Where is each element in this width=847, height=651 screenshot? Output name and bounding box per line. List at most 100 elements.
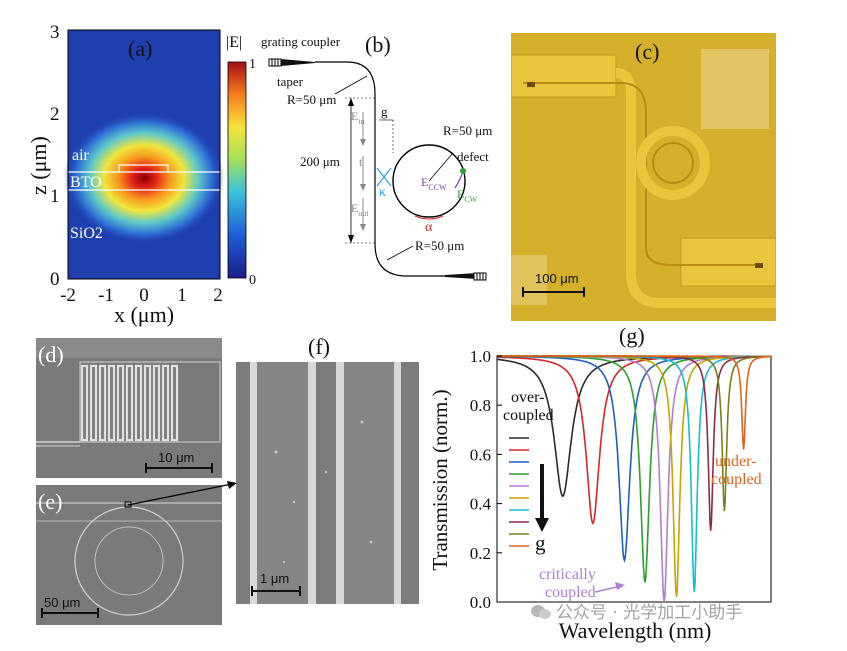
electrode-top: [511, 54, 617, 98]
kappa-label: κ: [379, 185, 386, 200]
e-cw-label: ECW: [457, 187, 478, 204]
zoom-connector: [127, 481, 237, 506]
panel-label-f: (f): [308, 334, 330, 359]
grating-marker-bottom: [755, 263, 763, 268]
ring-electrode: [636, 126, 710, 200]
radius-top-label: R=50 μm: [287, 92, 336, 107]
grating-marker-top: [527, 82, 535, 87]
svg-text:-1: -1: [98, 285, 114, 306]
svg-text:2: 2: [50, 104, 60, 125]
colorbar: [227, 61, 247, 279]
t-label: t: [359, 155, 363, 169]
y-tick-labels: 0.0 0.2 0.4 0.6 0.8 1.0: [470, 347, 492, 612]
panel-d: 10 μm (d): [36, 338, 222, 478]
panel-label-e: (e): [38, 489, 62, 514]
watermark: 公众号 · 光学加工小助手: [530, 598, 742, 623]
layer-air: air: [72, 147, 90, 164]
panel-b: grating coupler taper (b) R=50 μm 200 μm…: [255, 28, 505, 298]
device-schematic: grating coupler taper (b) R=50 μm 200 μm…: [261, 32, 492, 281]
svg-text:1: 1: [177, 285, 187, 306]
svg-text:2: 2: [213, 285, 223, 306]
y-tick: 0.2: [470, 544, 491, 563]
sem-waveguide: 1 μm: [236, 362, 419, 604]
grating-teeth: [80, 364, 179, 442]
panel-f: 1 μm: [236, 362, 419, 604]
y-tick: 0.8: [470, 396, 491, 415]
panel-label-c: (c): [635, 39, 659, 64]
sem-ring: 50 μm (e): [36, 485, 222, 625]
ring-radius-label: R=50 μm: [443, 123, 492, 138]
waveguide-edges: [250, 362, 401, 604]
chart-title: (g): [619, 323, 645, 348]
under-coupled-label-1: under-: [715, 453, 756, 470]
taper-top: [281, 59, 315, 66]
wechat-icon: [530, 604, 552, 620]
svg-text:-2: -2: [60, 285, 76, 306]
panel-g: (g) 0.0 0.2 0.4 0.6 0.8 1.0 Transmission…: [425, 320, 847, 646]
ring-resonator: [392, 144, 466, 218]
taper-label: taper: [277, 74, 304, 89]
svg-text:1: 1: [50, 186, 60, 207]
scale-label-f: 1 μm: [260, 571, 289, 586]
colorbar-min: 0: [249, 273, 256, 288]
y-tick: 0.6: [470, 445, 491, 464]
svg-text:0: 0: [50, 269, 60, 290]
scale-label: 100 μm: [535, 271, 579, 286]
colorbar-title: |E|: [226, 34, 242, 51]
critically-coupled-label-2: coupled: [545, 584, 596, 601]
panel-e: 50 μm (e): [36, 485, 222, 625]
e-in-label: Ein: [351, 109, 365, 126]
length-label: 200 μm: [300, 154, 340, 169]
field-profile-figure: (a) air BTO SiO2 3 2 1 0 z (μm) -2 -1 0 …: [26, 22, 256, 327]
e-ccw-label: ECCW: [421, 175, 447, 192]
scale-label-e: 50 μm: [44, 595, 80, 610]
radius-bottom-label: R=50 μm: [415, 238, 464, 253]
svg-text:3: 3: [50, 22, 60, 43]
scale-label-d: 10 μm: [158, 450, 194, 465]
y-tick: 0.4: [470, 495, 492, 514]
gap-arrow-label: g: [535, 531, 546, 555]
y-tick: 1.0: [470, 347, 491, 366]
x-ticks: -2 -1 0 1 2: [60, 285, 223, 306]
colorbar-max: 1: [249, 57, 256, 72]
x-axis-label: Wavelength (nm): [559, 618, 712, 643]
defect-label: defect: [457, 149, 489, 164]
mode-profile: [64, 112, 224, 244]
series-lines: [496, 355, 772, 603]
sem-grating: 10 μm (d): [36, 338, 222, 478]
over-coupled-label-1: over-: [511, 389, 544, 406]
gap-label: g: [381, 104, 388, 119]
coupling-arrows: [376, 167, 392, 187]
critically-coupled-label-1: critically: [539, 566, 596, 583]
grating-coupler-label: grating coupler: [261, 34, 341, 49]
x-axis-label: x (μm): [114, 302, 174, 327]
y-axis-label: z (μm): [26, 136, 51, 195]
layer-sio2: SiO2: [70, 225, 103, 242]
e-out-label: Eout: [351, 201, 369, 218]
taper-bottom: [445, 273, 477, 279]
alpha-label: α: [425, 220, 433, 235]
ring-radius: [428, 152, 454, 182]
panel-label-b: (b): [365, 32, 391, 57]
y-axis-label: Transmission (norm.): [428, 389, 452, 570]
panel-c: 100 μm (c): [511, 33, 776, 321]
defect-marker: [460, 168, 466, 174]
panel-a: (a) air BTO SiO2 3 2 1 0 z (μm) -2 -1 0 …: [0, 0, 260, 330]
grating-frame: [79, 361, 221, 443]
transmission-chart: (g) 0.0 0.2 0.4 0.6 0.8 1.0 Transmission…: [428, 323, 772, 643]
y-tick: 0.0: [470, 593, 491, 612]
svg-text:0: 0: [139, 285, 149, 306]
panel-label: (a): [128, 36, 152, 61]
panel-label-d: (d): [38, 342, 64, 367]
sem-ring-inner: [94, 526, 164, 596]
series-line-10: [497, 355, 771, 450]
waveguide-ridge: [118, 164, 169, 172]
legend: [509, 437, 529, 547]
y-ticks: 3 2 1 0: [50, 22, 60, 290]
bus-waveguide: [315, 61, 477, 277]
under-coupled-label-2: coupled: [711, 471, 762, 488]
over-coupled-label-2: coupled: [503, 407, 554, 424]
layer-bto: BTO: [70, 174, 102, 191]
electrode-bottom: [680, 237, 776, 287]
optical-micrograph: 100 μm (c): [511, 33, 776, 321]
